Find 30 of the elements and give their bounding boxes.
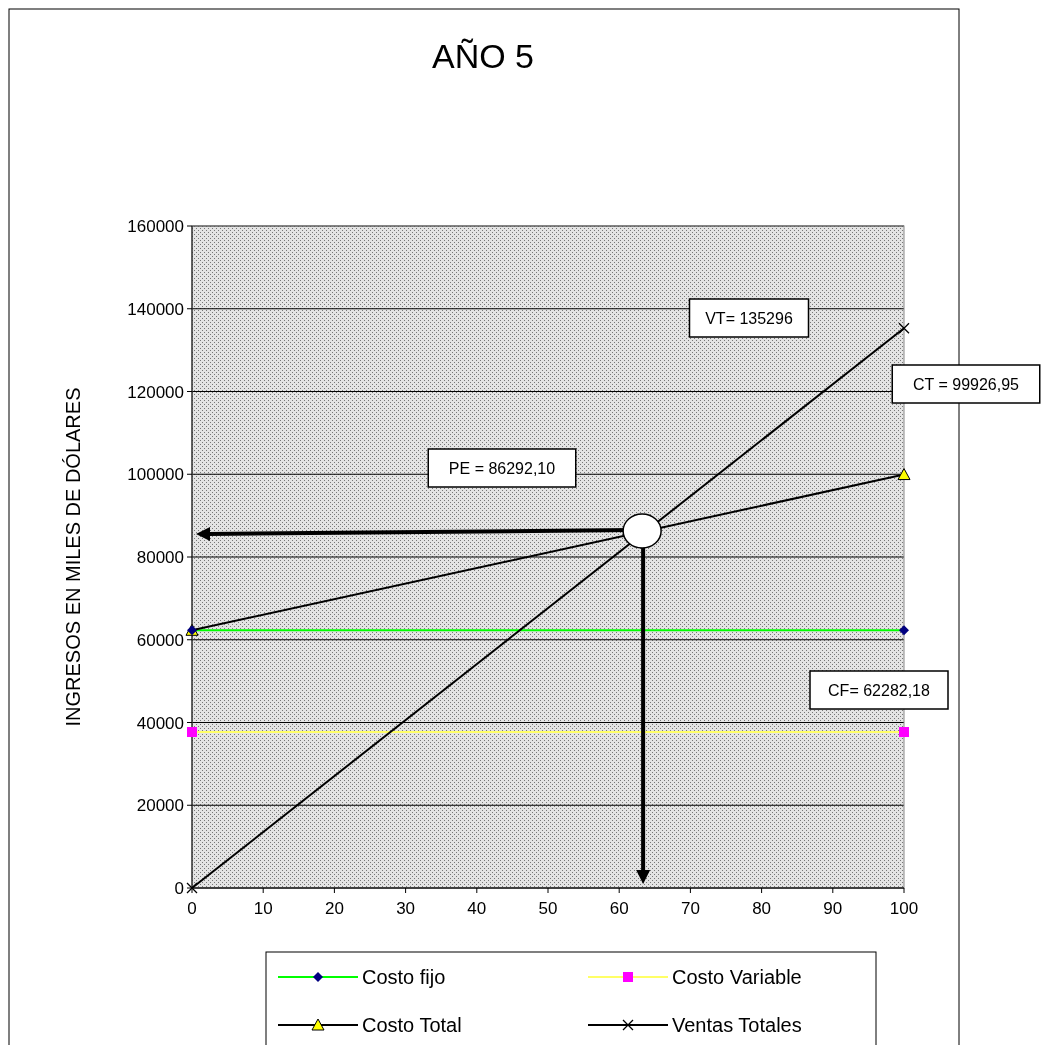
legend-label: Costo fijo	[362, 966, 446, 988]
y-tick-label: 160000	[127, 217, 184, 236]
text: CT = 99926,95	[912, 376, 1020, 393]
annotation: PE = 86292,10	[448, 460, 556, 477]
y-tick-label: 140000	[127, 299, 184, 319]
y-axis-title: INGRESOS EN MILES DE DÓLARES	[62, 387, 84, 727]
legend-label: Costo Variable	[672, 966, 802, 988]
x-tick-label: 40	[467, 899, 487, 918]
chart-title: AÑO 5	[431, 37, 535, 75]
x-tick-label: 90	[823, 899, 843, 918]
x-tick-label: 10	[253, 899, 273, 918]
y-tick-label: 40000	[136, 713, 184, 733]
x-tick-label: 60	[609, 899, 629, 918]
x-tick-label: 50	[538, 899, 558, 918]
y-tick-label: 0	[174, 879, 184, 898]
x-tick-label: 20	[324, 899, 344, 918]
y-tick-label: 20000	[136, 796, 184, 816]
annotation: VT= 135296	[705, 310, 793, 327]
x-tick-label: 30	[396, 899, 416, 918]
y-tick-label: 120000	[127, 382, 184, 402]
y-tick-label: 100000	[127, 465, 184, 485]
y-tick-label: 80000	[136, 548, 184, 567]
legend-label: Ventas Totales	[672, 1014, 802, 1036]
y-tick-label: 60000	[136, 630, 184, 650]
x-tick-label: 80	[752, 899, 772, 918]
x-tick-label: 70	[680, 899, 700, 918]
x-tick-label: 0	[187, 899, 197, 918]
legend-label: Costo Total	[362, 1014, 462, 1036]
annotation: CF= 62282,18	[828, 682, 931, 699]
x-tick-label: 100	[889, 899, 919, 918]
